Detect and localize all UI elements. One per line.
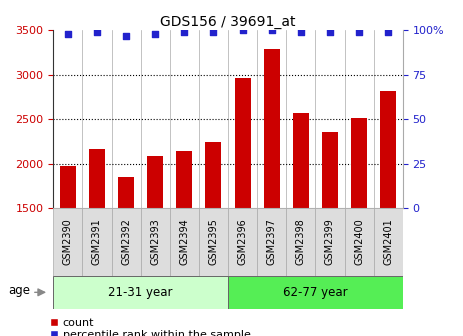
FancyBboxPatch shape [286, 208, 315, 276]
Bar [147, 156, 163, 208]
Point [385, 29, 392, 35]
Point [64, 31, 71, 37]
Bar [293, 113, 309, 208]
Bar [322, 132, 338, 208]
Point [297, 29, 305, 35]
Bar [380, 91, 396, 208]
Bar [118, 177, 134, 208]
FancyBboxPatch shape [228, 208, 257, 276]
Point [239, 28, 246, 33]
FancyBboxPatch shape [82, 208, 112, 276]
Bar [235, 78, 250, 208]
Point [181, 29, 188, 35]
FancyBboxPatch shape [344, 208, 374, 276]
FancyBboxPatch shape [315, 208, 344, 276]
Text: GSM2395: GSM2395 [208, 218, 219, 265]
FancyBboxPatch shape [53, 208, 82, 276]
Text: GSM2398: GSM2398 [296, 218, 306, 265]
Text: 21-31 year: 21-31 year [108, 286, 173, 299]
Text: GSM2391: GSM2391 [92, 218, 102, 265]
Text: GSM2392: GSM2392 [121, 218, 131, 265]
Text: age: age [8, 284, 30, 297]
FancyBboxPatch shape [53, 276, 228, 309]
Bar [264, 49, 280, 208]
Point [326, 29, 334, 35]
Point [268, 28, 275, 33]
FancyBboxPatch shape [199, 208, 228, 276]
Text: GSM2400: GSM2400 [354, 218, 364, 265]
Text: GSM2399: GSM2399 [325, 218, 335, 265]
Title: GDS156 / 39691_at: GDS156 / 39691_at [160, 15, 296, 29]
Bar [89, 149, 105, 208]
FancyBboxPatch shape [257, 208, 286, 276]
Point [93, 29, 100, 35]
Bar [60, 166, 76, 208]
Point [122, 33, 130, 38]
Text: GSM2394: GSM2394 [179, 218, 189, 265]
Text: GSM2393: GSM2393 [150, 218, 160, 265]
FancyBboxPatch shape [141, 208, 170, 276]
Bar [351, 118, 367, 208]
Bar [206, 141, 221, 208]
FancyBboxPatch shape [228, 276, 403, 309]
Text: GSM2401: GSM2401 [383, 218, 393, 265]
Text: GSM2390: GSM2390 [63, 218, 73, 265]
Point [210, 29, 217, 35]
Bar [176, 151, 192, 208]
Text: 62-77 year: 62-77 year [283, 286, 348, 299]
FancyBboxPatch shape [170, 208, 199, 276]
FancyBboxPatch shape [374, 208, 403, 276]
Point [151, 31, 159, 37]
Point [356, 29, 363, 35]
Text: GSM2396: GSM2396 [238, 218, 248, 265]
Text: GSM2397: GSM2397 [267, 218, 277, 265]
Legend: count, percentile rank within the sample: count, percentile rank within the sample [50, 318, 251, 336]
FancyBboxPatch shape [112, 208, 141, 276]
